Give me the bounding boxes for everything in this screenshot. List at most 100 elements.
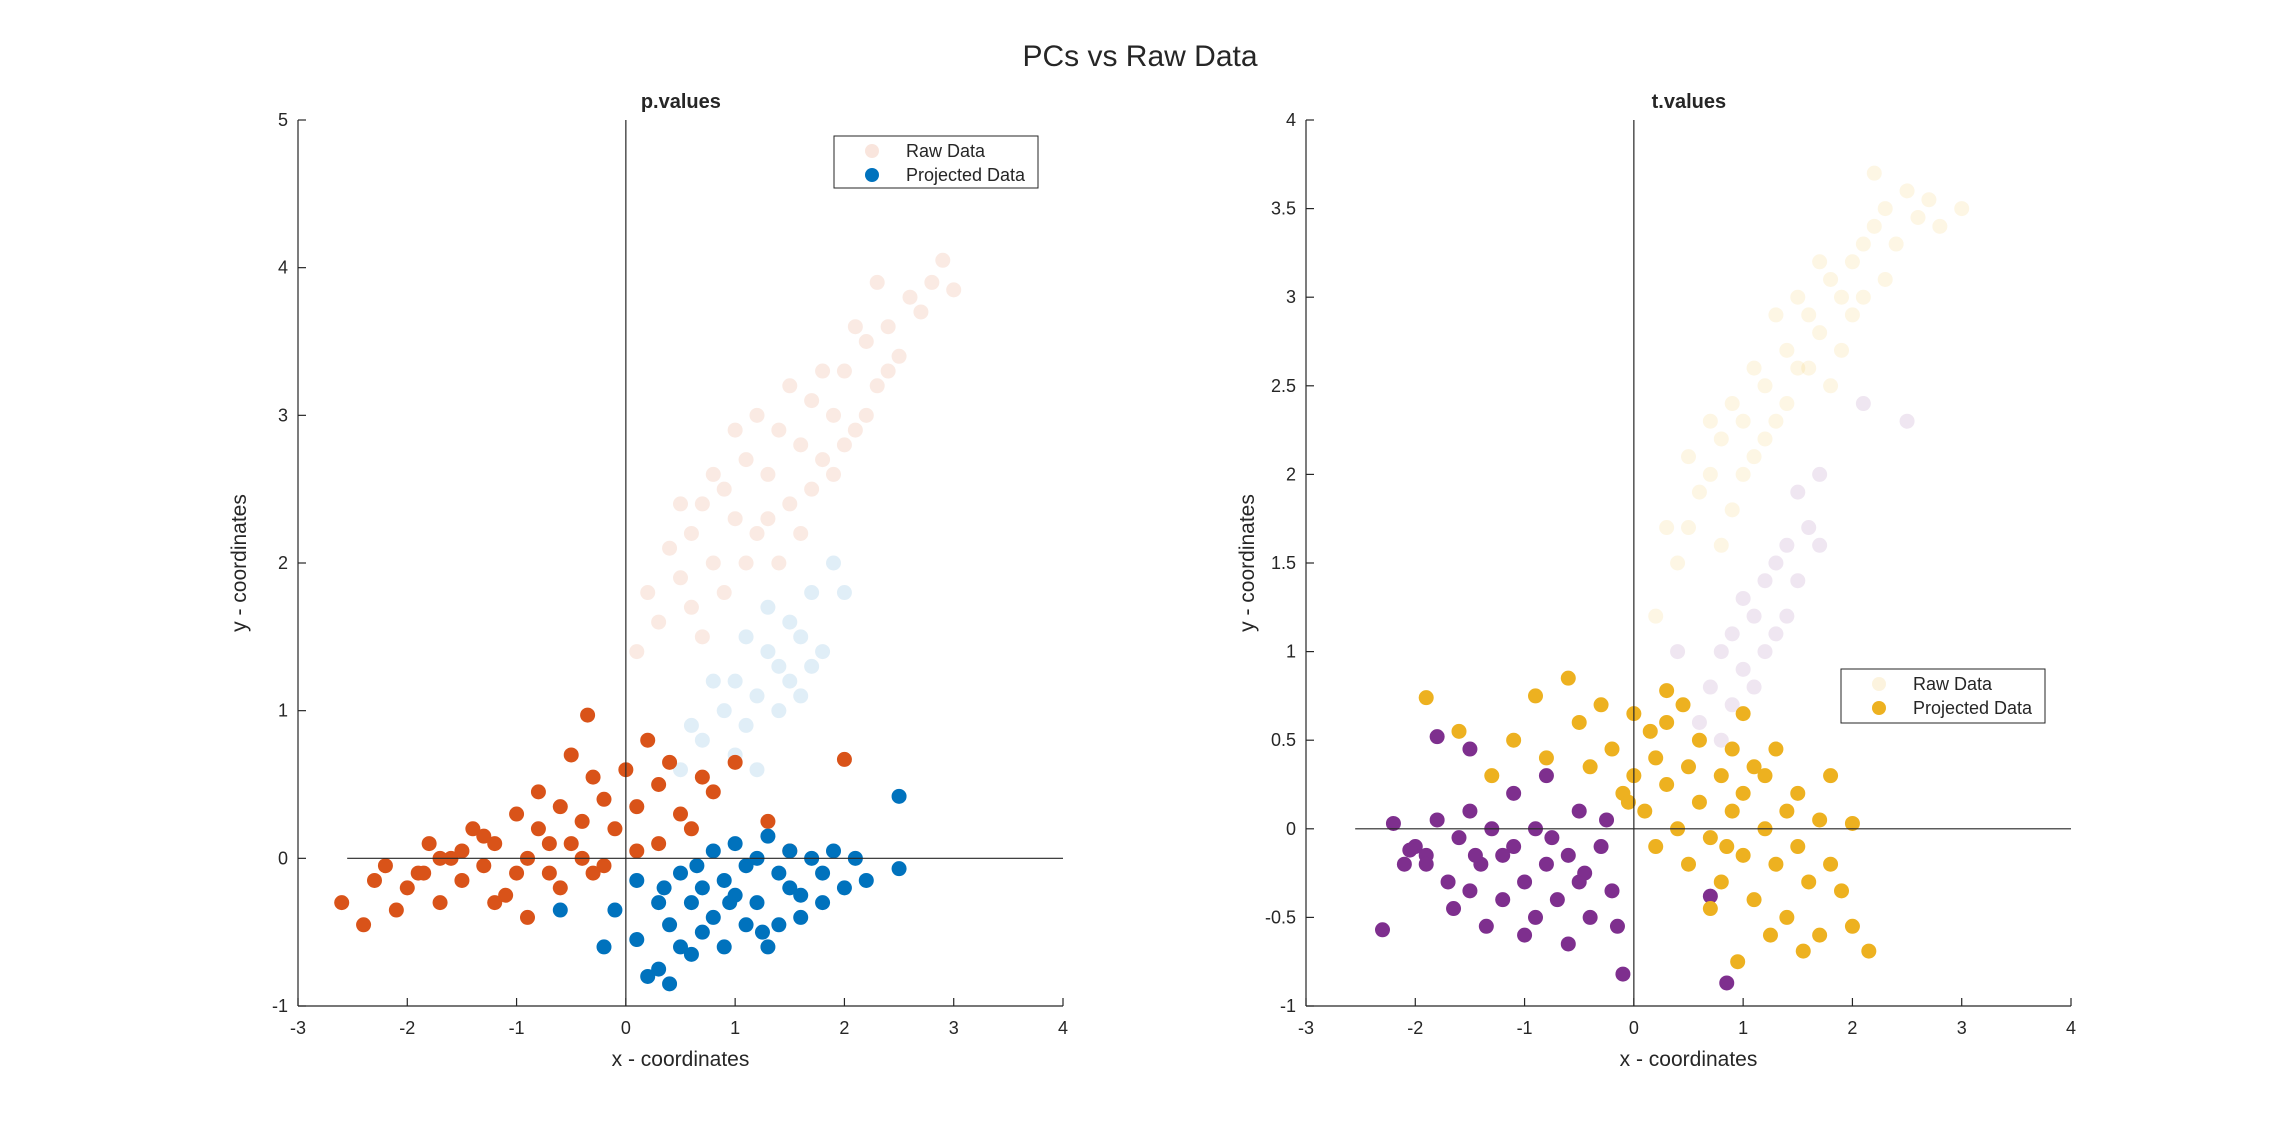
p-values-series-3-point [607,902,623,918]
t-values-series-1-point [1735,590,1751,606]
t-values-legend-raw-marker [1872,677,1886,691]
p-values-series-0-point [847,319,863,335]
p-values-series-1-point [694,732,710,748]
p-values-series-1-point [771,658,787,674]
p-values-series-2-point [563,747,579,763]
t-values-series-0-point [1746,360,1762,376]
p-values-axes: -3 -2 -1 0 1 2 3 4 -1 0 1 2 3 4 5 [272,110,1068,1038]
t-values-series-2-point [1418,856,1434,872]
p-values-series-1-point [738,629,754,645]
t-values-x-tick-label: 1 [1738,1018,1748,1038]
t-values-series-3-point [1702,830,1718,846]
p-values-series-3-point [694,924,710,940]
t-values-series-3-point [1768,856,1784,872]
t-values-series-0-point [1844,254,1860,270]
p-values-series-3-point [815,865,831,881]
p-values-series-0-point [705,466,721,482]
p-values-series-1-point [836,585,852,601]
p-values-series-0-point [651,614,667,630]
p-values-series-2-point [596,791,612,807]
p-values-series-2-point [673,806,688,822]
t-values-series-1-point [1735,661,1751,677]
p-values-series-2-point [563,836,579,852]
t-values-series-1-point [1812,466,1828,482]
t-values-series-1-point [1899,413,1915,429]
t-values-series-0-point [1779,396,1795,412]
t-values-series-3-point [1681,759,1696,775]
t-values-legend[interactable]: Raw Data Projected Data [1840,668,2046,724]
t-values-series-2-point [1385,815,1401,831]
p-values-y-tick-label: 1 [278,701,288,721]
t-values-series-3-point [1604,741,1620,757]
t-values-series-2-point [1462,883,1478,899]
t-values-series-2-point [1451,830,1467,846]
p-values-series-1-point [738,717,754,733]
p-values-series-2-point [377,858,393,874]
p-values-series-2-point [683,821,699,837]
t-values-series-3-point [1560,670,1576,686]
p-values-series-0-point [694,629,710,645]
p-values-series-2-point [574,813,590,829]
p-values-series-2-point [541,865,557,881]
p-values-series-0-point [847,422,863,438]
t-values-series-1-point [1724,697,1740,713]
t-values-series-2-point [1429,729,1445,745]
t-values-x-tick-label: 0 [1629,1018,1639,1038]
p-values-series-0-point [880,319,896,335]
t-values-legend-raw-label: Raw Data [1913,674,1993,694]
t-values-series-0-point [1834,342,1849,358]
p-values-series-2-point [552,799,568,815]
t-values-legend-projected-label: Projected Data [1913,698,2033,718]
p-values-series-1-point [826,555,841,571]
p-values-series-3-point [683,946,699,962]
t-values-series-2-point [1538,856,1554,872]
p-values-series-3-point [727,836,743,852]
p-values-series-0-point [782,496,798,512]
t-values-x-tick-label: 3 [1957,1018,1967,1038]
t-values-series-0-point [1713,537,1729,553]
p-values-series-2-point [530,821,546,837]
p-values-series-3-point [694,880,710,896]
t-values-series-3-point [1713,768,1729,784]
t-values-series-1-point [1801,520,1817,536]
p-values-series-3-point [662,976,678,992]
p-values-series-2-point [651,836,667,852]
p-values-series-1-point [782,673,798,689]
t-values-series-0-point [1713,431,1729,447]
p-values-series-2-point [541,836,557,852]
t-values-series-0-point [1877,201,1893,217]
p-values-legend[interactable]: Raw Data Projected Data [833,135,1039,189]
p-values-series-0-point [640,585,656,601]
p-values-series-2-point [334,895,350,911]
t-values-series-1-point [1713,732,1729,748]
t-values-axes: -3 -2 -1 0 1 2 3 4 -1 -0.5 0 0.5 1 1.5 2 2.5 3 3.5 4 [1265,110,2076,1038]
p-values-series-3-point [815,895,831,911]
p-values-xlabel: x - coordinates [612,1048,750,1071]
p-values-series-2-point [367,872,382,888]
p-values-series-1-point [683,717,699,733]
t-values-series-0-point [1659,520,1675,536]
p-values-series-3-point [891,861,907,877]
p-values-series-2-point [607,821,623,837]
p-values-series-3-point [673,939,688,955]
p-values-series-0-point [771,555,787,571]
p-values-y-tick-label: 3 [278,405,288,425]
t-values-series-0-point [1834,289,1849,305]
p-values-series-1-point [815,644,831,660]
t-values-series-3-point [1571,714,1587,730]
t-values-series-2-point [1593,839,1609,855]
t-values-series-0-point [1702,466,1718,482]
p-values-series-1-point [760,644,776,660]
p-values-series-0-point [629,644,645,660]
p-values-series-2-point [509,865,525,881]
p-values-x-tick-label: -3 [290,1018,306,1038]
t-values-legend-projected-marker [1872,701,1886,715]
p-values-series-3-point [771,917,787,933]
p-values-x-tick-label: 0 [621,1018,631,1038]
t-values-series-1-point [1855,396,1871,412]
p-values-series-2-point [476,858,492,874]
t-values-series-3-point [1593,697,1609,713]
t-values-series-1-point [1702,679,1718,695]
t-values-series-3-point [1418,690,1434,706]
